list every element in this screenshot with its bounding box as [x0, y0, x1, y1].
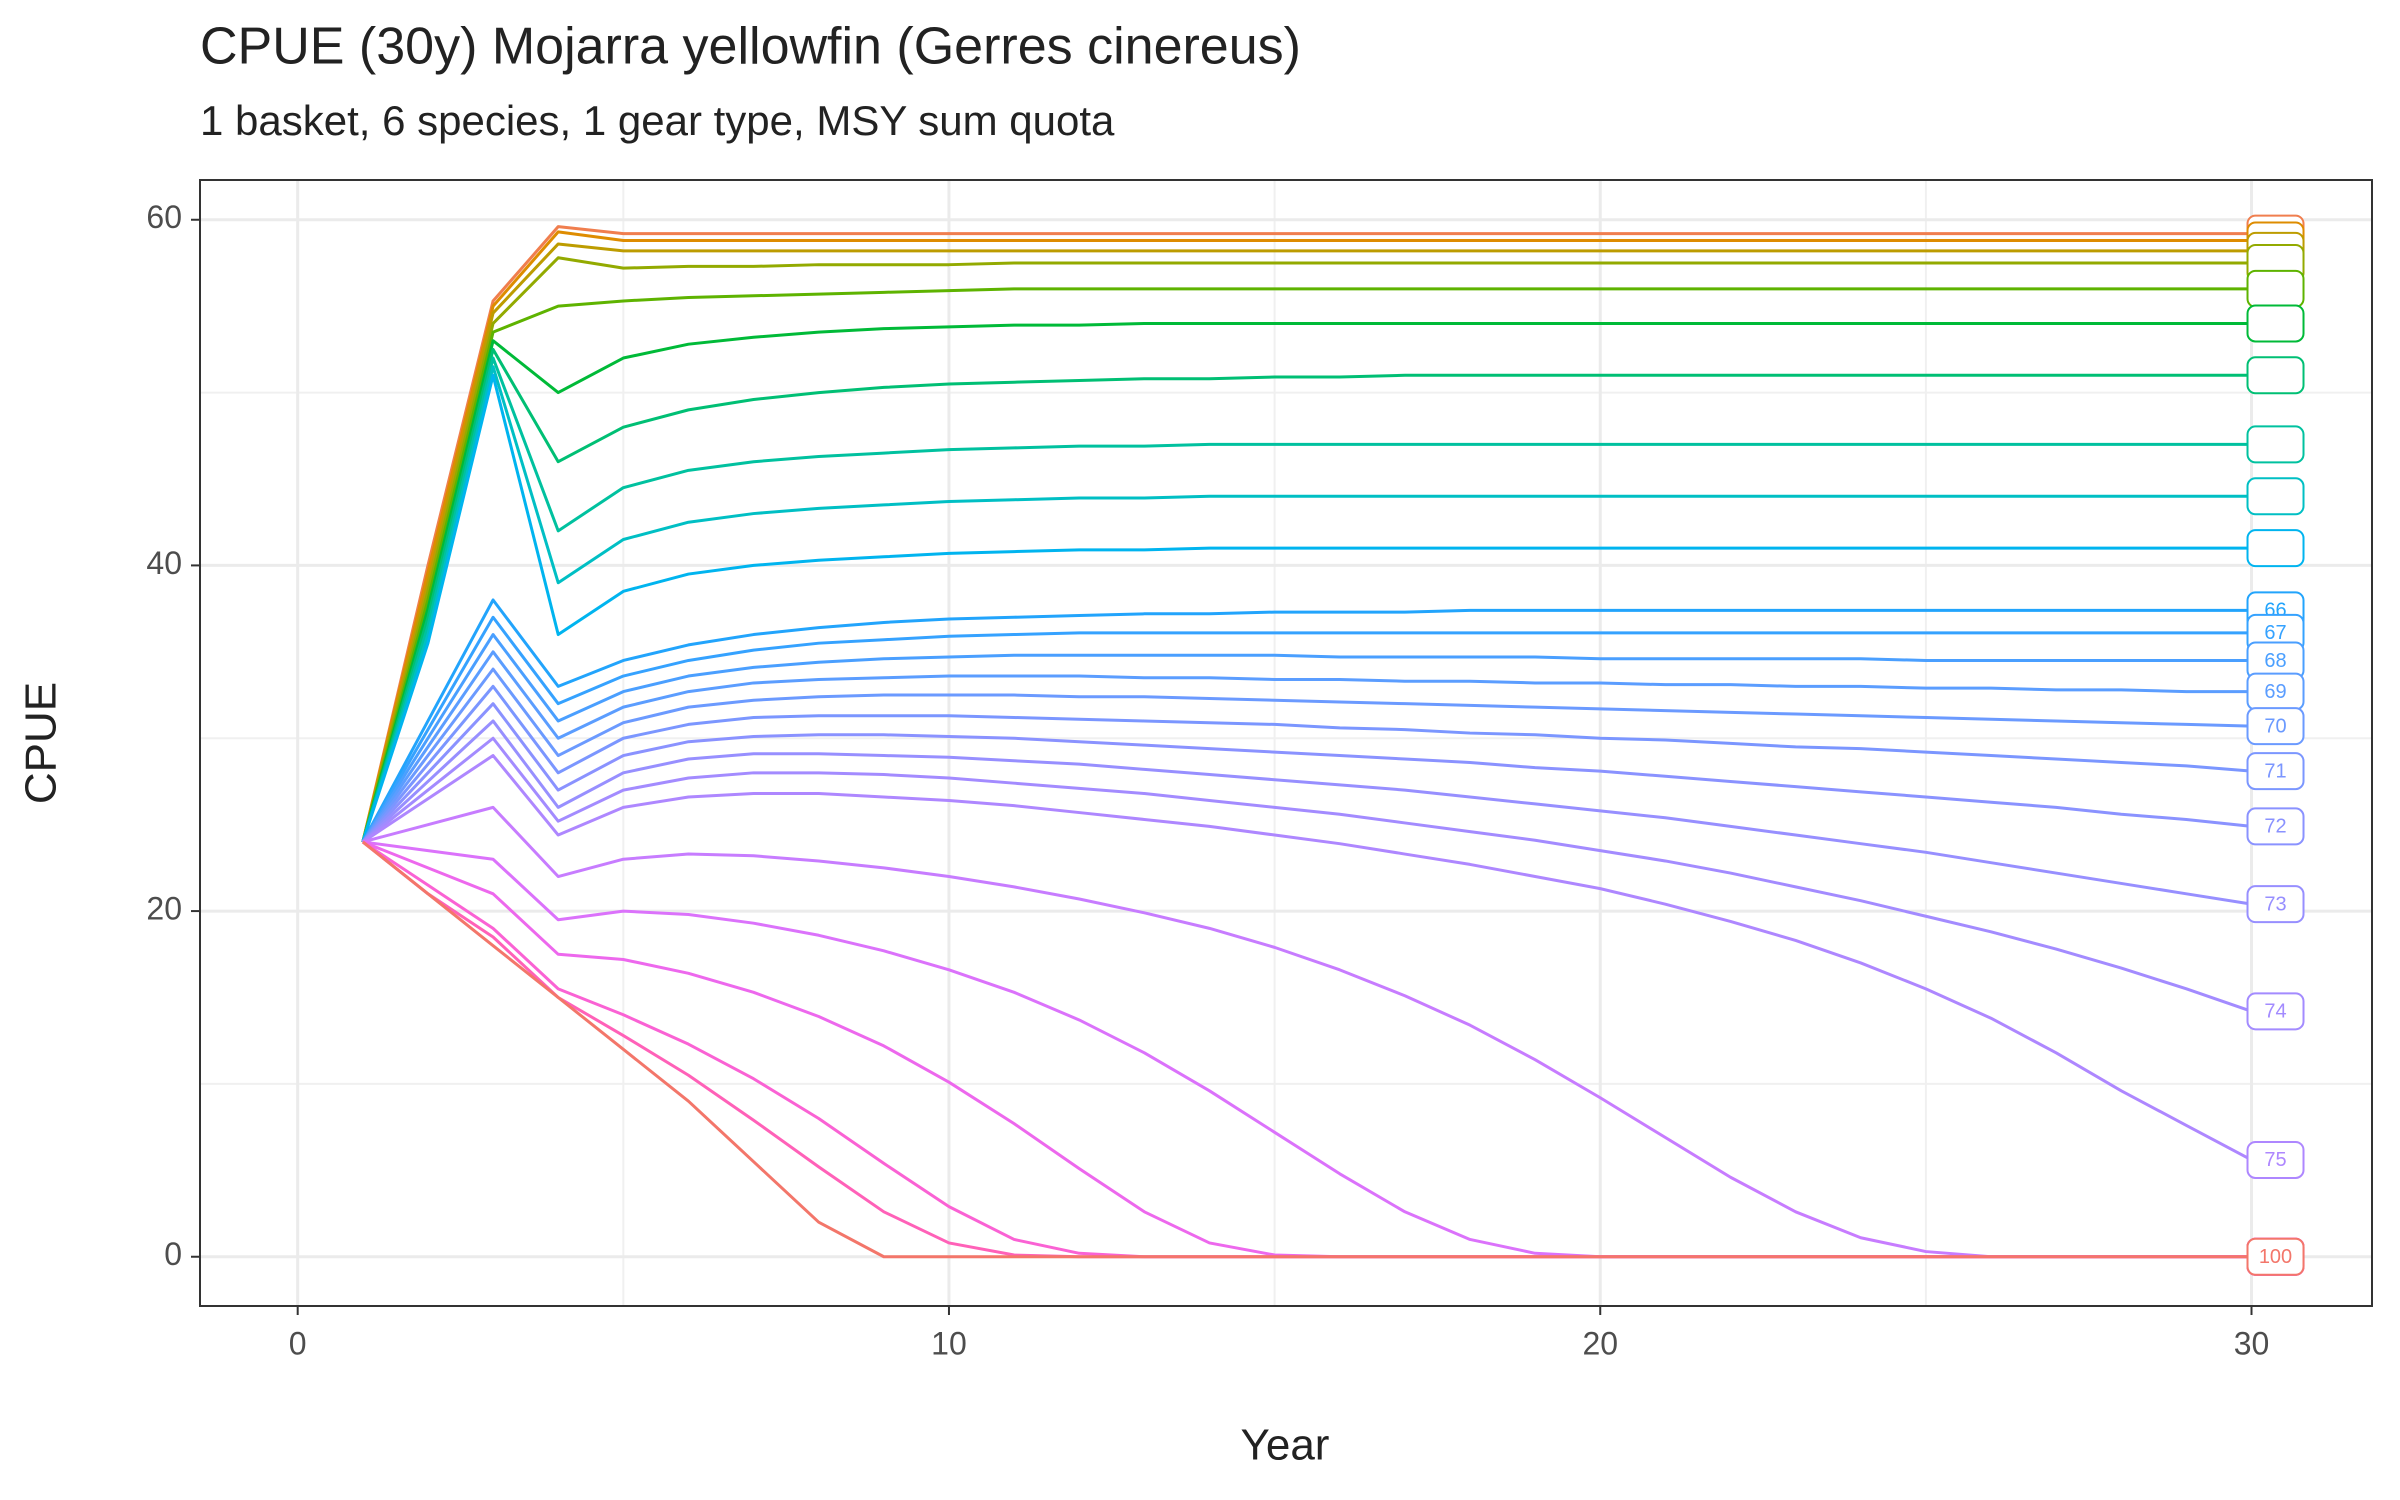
series-line — [361, 615, 2252, 843]
series-line — [361, 719, 2252, 906]
y-tick-label: 60 — [146, 199, 182, 235]
end-label-box — [2246, 269, 2305, 308]
end-label: 75 — [2264, 1149, 2286, 1171]
series-line — [361, 667, 2252, 843]
series-line — [361, 365, 2252, 843]
series-line — [361, 321, 2252, 843]
series-line — [362, 805, 2252, 1259]
series-line — [361, 230, 2252, 843]
end-label-box — [2246, 992, 2305, 1031]
y-tick-label: 0 — [164, 1236, 182, 1272]
end-label: 69 — [2264, 681, 2286, 703]
y-tick-label: 40 — [146, 545, 182, 581]
chart-title: CPUE (30y) Mojarra yellowfin (Gerres cin… — [200, 18, 1301, 76]
end-label: 70 — [2264, 715, 2286, 737]
end-label-box — [2246, 1237, 2305, 1276]
series-line — [361, 650, 2252, 843]
chart-subtitle: 1 basket, 6 species, 1 gear type, MSY su… — [200, 97, 1115, 144]
end-label-box — [2246, 707, 2305, 746]
x-tick-label: 0 — [289, 1325, 307, 1361]
panel-border — [199, 179, 2373, 1307]
end-label-box — [2246, 356, 2305, 395]
x-tick-label: 10 — [931, 1325, 967, 1361]
series-line — [361, 754, 2253, 1162]
end-label: 68 — [2264, 650, 2286, 672]
end-label-box — [2246, 885, 2305, 924]
series-line — [361, 684, 2252, 843]
series-line — [361, 347, 2252, 843]
end-label: 67 — [2264, 622, 2286, 644]
series-line — [361, 840, 2252, 1259]
end-label: 100 — [2259, 1246, 2292, 1268]
end-label: 73 — [2264, 893, 2286, 915]
x-tick-label: 20 — [1582, 1325, 1618, 1361]
y-tick-label: 20 — [146, 891, 182, 927]
series-line — [361, 287, 2252, 843]
end-label-box — [2246, 477, 2305, 516]
series-line — [361, 256, 2252, 843]
x-axis-label: Year — [1241, 1421, 1330, 1470]
series-line — [361, 373, 2252, 843]
end-label-box — [2246, 304, 2305, 343]
series-line — [361, 598, 2252, 843]
end-label: 74 — [2264, 1001, 2286, 1023]
y-axis-label: CPUE — [17, 682, 66, 804]
series-line — [361, 840, 2252, 1259]
x-tick-label: 30 — [2234, 1325, 2270, 1361]
series-line — [361, 242, 2252, 843]
end-label-box — [2246, 807, 2305, 846]
series-line — [361, 702, 2252, 843]
end-label-box — [2246, 752, 2305, 791]
series-line — [361, 736, 2252, 1013]
end-label-box — [2246, 529, 2305, 568]
end-label-box — [2246, 425, 2305, 464]
series-line — [361, 633, 2252, 843]
series-line — [361, 356, 2252, 843]
end-label: 72 — [2264, 816, 2286, 838]
end-label: 71 — [2264, 760, 2286, 782]
end-label-box — [2246, 1140, 2305, 1179]
series-line — [361, 225, 2252, 843]
